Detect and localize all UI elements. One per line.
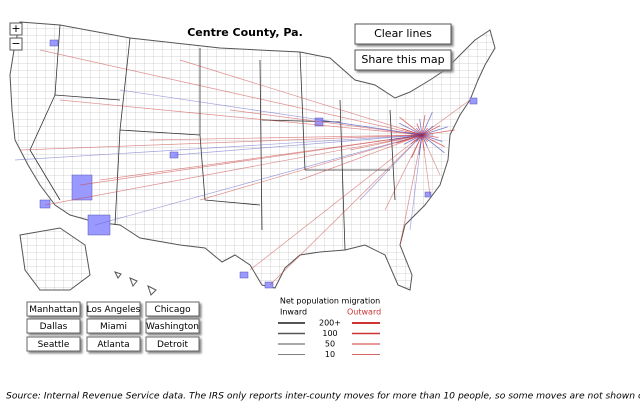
migration-line [405,132,423,136]
migration-line [419,119,423,136]
migration-line [99,134,423,181]
city-button[interactable]: Chicago [145,301,200,317]
migration-line [249,134,423,271]
city-button-box [145,301,200,317]
clear-lines-button[interactable]: Clear lines [354,23,452,45]
source-note: Source: Internal Revenue Service data. T… [6,391,640,402]
migration-line [79,134,423,186]
city-button-box [145,336,200,352]
migration-line [416,123,423,136]
city-button-label: Los Angeles [87,305,141,315]
migration-line [421,99,471,136]
migration-line [349,134,423,151]
city-button-label: Chicago [154,305,191,315]
legend-title: Net population migration [280,297,380,306]
migration-line [59,99,423,136]
migration-line [179,59,423,136]
migration-line [399,122,423,136]
city-buttons: Manhattan Los Angeles Chicago Dallas Miami Wa… [26,301,200,352]
migration-line [421,134,439,138]
migration-line [14,134,423,161]
city-button-box [26,336,81,352]
legend: Net population migration Inward Outward … [278,297,381,359]
map-title: Centre County, Pa. [187,26,303,39]
migration-line [39,49,423,136]
city-button-label: Detroit [157,340,189,350]
city-button-label: Miami [100,322,127,332]
migration-line [199,134,423,201]
city-button-box [86,301,141,317]
migration-line [421,134,428,147]
legend-level: 100 [322,329,337,338]
share-button[interactable]: Share this map [354,49,452,71]
button-label: Share this map [361,53,444,66]
city-button-label: Atlanta [97,340,129,350]
city-button-box [145,318,200,334]
migration-line [399,116,423,136]
migration-line [410,134,423,145]
city-button-label: Manhattan [29,305,77,315]
migration-line [411,134,423,158]
city-button[interactable]: Manhattan [26,301,81,317]
zoom-in[interactable]: + [9,22,23,36]
zoom-in-label: + [11,22,20,35]
migration-line [149,134,423,141]
migration-line [384,134,423,211]
city-button-box [26,301,81,317]
migration-line [269,134,423,286]
migration-lines [14,49,471,286]
migration-line [94,134,423,226]
city-button-box [26,318,81,334]
migration-line [421,134,445,148]
city-button[interactable]: Detroit [145,336,200,352]
migration-line [229,109,423,136]
migration-line [421,134,425,151]
migration-line [401,128,423,136]
migration-line [119,89,423,136]
us-map[interactable] [9,21,496,296]
migration-line [421,129,455,136]
legend-level: 50 [325,340,335,349]
migration-line [389,134,423,141]
migration-line [44,134,423,206]
zoom-out[interactable]: − [9,37,23,51]
city-button[interactable]: Miami [86,318,141,334]
migration-line [396,134,423,144]
city-button-box [86,318,141,334]
legend-level: 200+ [319,319,341,328]
city-button-label: Seattle [38,340,70,350]
migration-line [421,134,445,154]
city-button-label: Washington [146,322,199,332]
hawaii [114,271,157,296]
migration-line [403,134,423,145]
city-button[interactable]: Atlanta [86,336,141,352]
migration-line [421,125,434,136]
city-button-box [86,336,141,352]
city-button-label: Dallas [40,322,68,332]
migration-line [19,134,423,151]
legend-inward: Inward [280,308,307,317]
legend-outward: Outward [347,308,381,317]
migration-line [421,125,441,136]
migration-line [359,134,423,201]
button-label: Clear lines [374,27,432,40]
inflow-counties [39,39,478,289]
migration-line [418,134,423,155]
migration-line [174,134,423,156]
migration-line [421,134,443,142]
city-button[interactable]: Washington [145,318,200,334]
zoom-out-label: − [11,37,20,50]
city-button[interactable]: Seattle [26,336,81,352]
legend-level: 10 [325,350,335,359]
migration-line [421,112,433,136]
migration-line [421,126,448,136]
city-button[interactable]: Dallas [26,318,81,334]
migration-line [299,134,423,181]
migration-line [399,134,423,246]
migration-line [421,115,426,136]
alaska [19,227,91,291]
city-button[interactable]: Los Angeles [86,301,141,317]
